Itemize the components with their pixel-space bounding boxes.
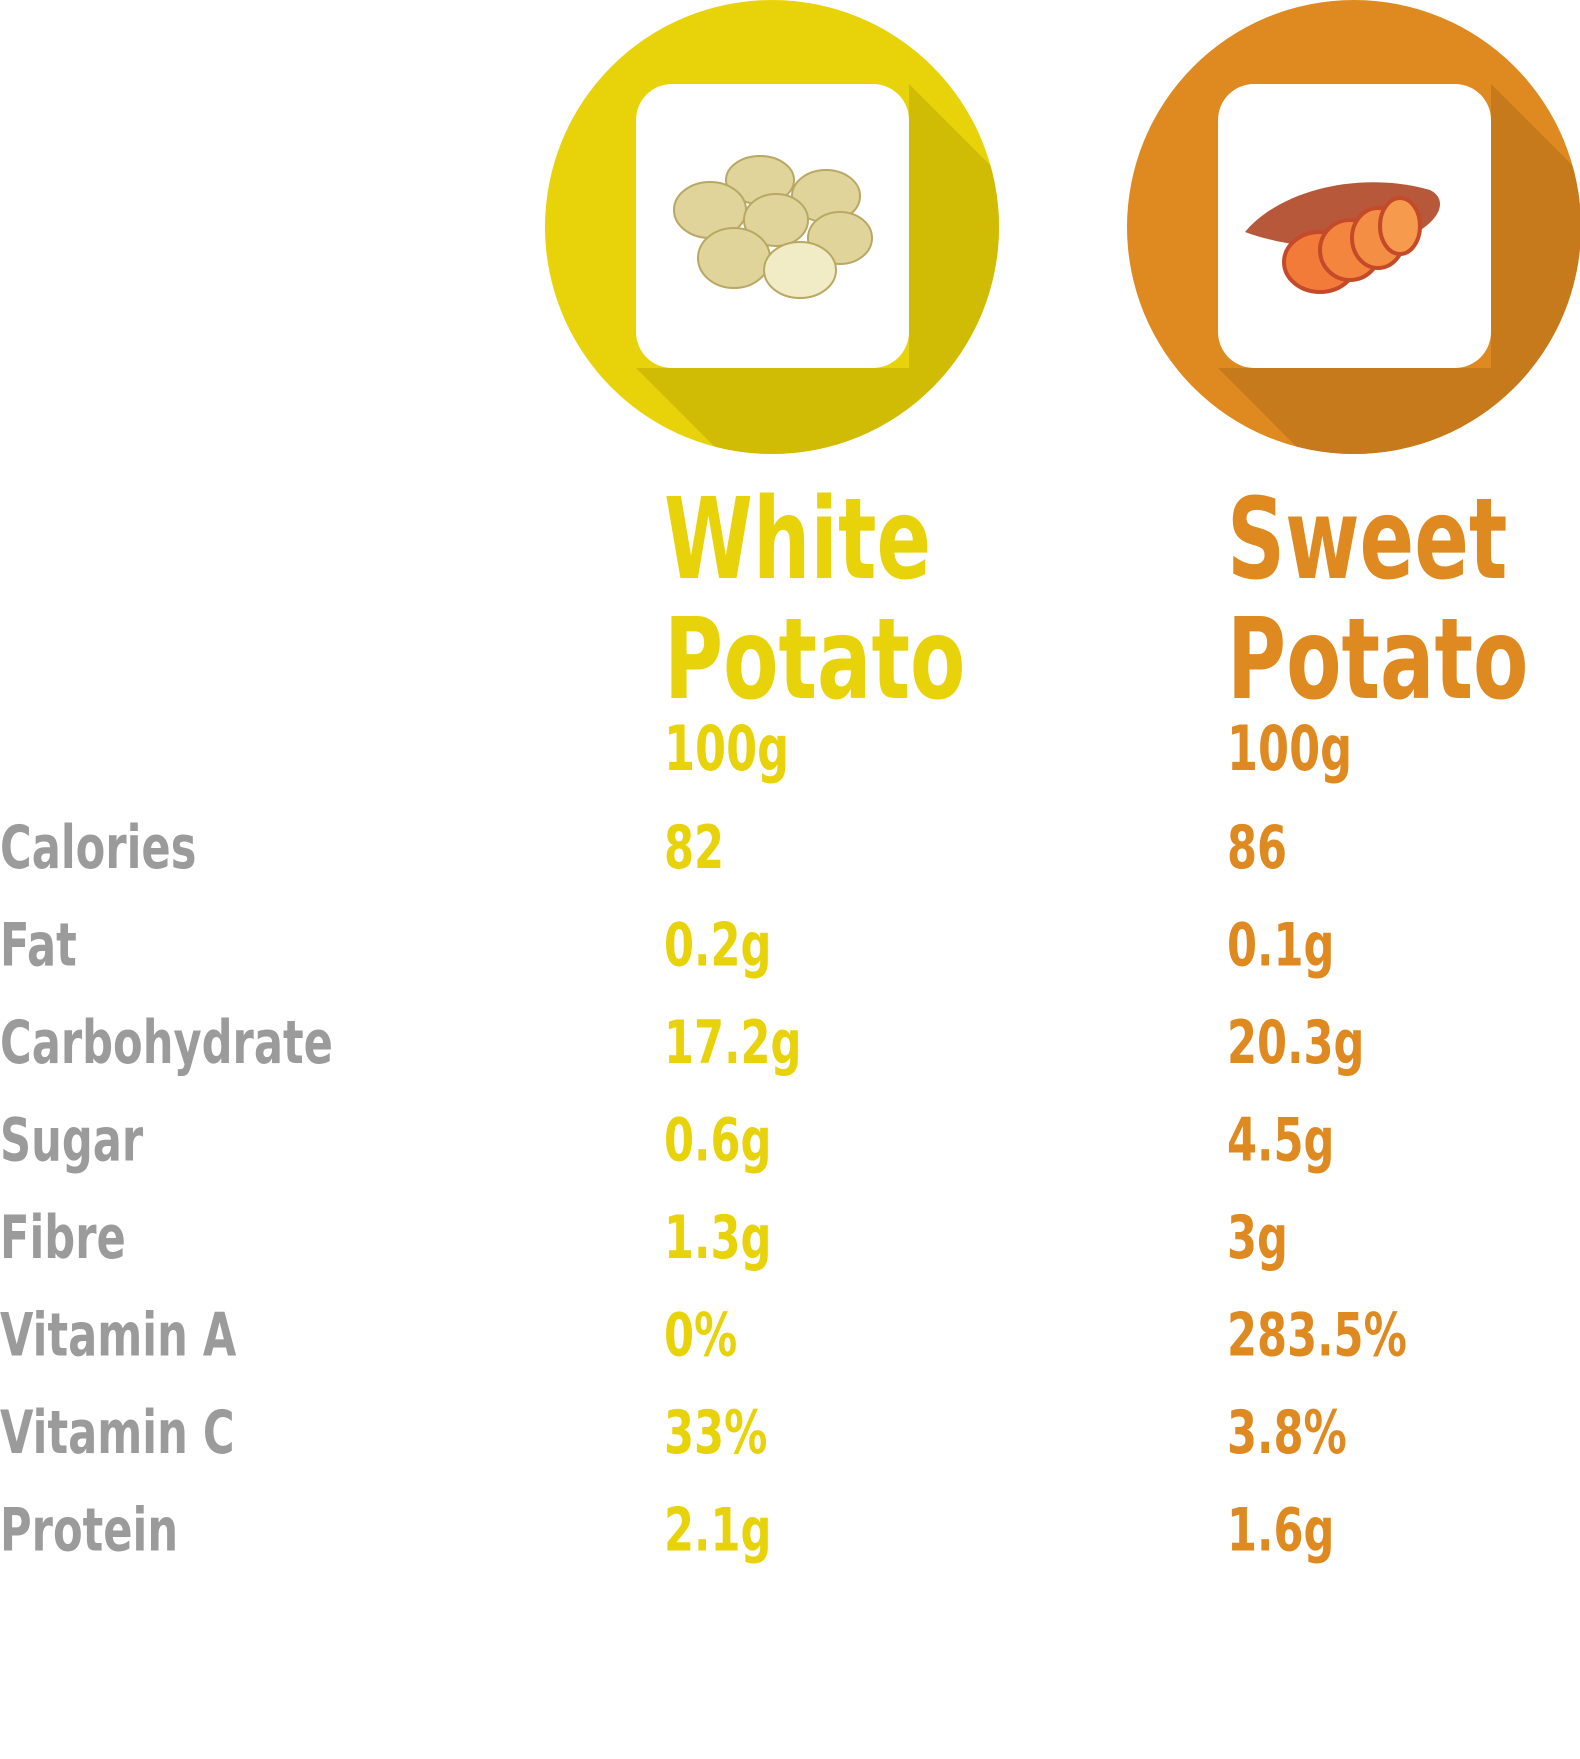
nutrient-value-group: 82 — [664, 813, 724, 883]
nutrient-value: 3.8% — [1227, 1398, 1347, 1468]
nutrient-label: Sugar — [0, 1105, 143, 1175]
nutrient-label-group: Fat — [0, 910, 77, 980]
nutrient-value-group: 4.5g — [1227, 1105, 1334, 1175]
nutrient-value: 4.5g — [1227, 1105, 1334, 1175]
nutrient-value: 283.5% — [1227, 1300, 1407, 1370]
nutrient-label: Fibre — [0, 1203, 126, 1273]
potato-illustration — [673, 155, 873, 299]
column-title-group: Potato — [1227, 595, 1528, 726]
nutrient-label: Vitamin C — [0, 1398, 235, 1468]
nutrient-value: 17.2g — [664, 1008, 801, 1078]
nutrient-label-group: Calories — [0, 813, 196, 883]
nutrient-value: 82 — [664, 813, 724, 883]
nutrient-value: 20.3g — [1227, 1008, 1364, 1078]
nutrient-label-group: Vitamin A — [0, 1300, 237, 1370]
nutrient-value-group: 0% — [664, 1300, 737, 1370]
nutrient-value-group: 283.5% — [1227, 1300, 1407, 1370]
nutrient-label-group: Vitamin C — [0, 1398, 235, 1468]
nutrient-value-group: 0.6g — [664, 1105, 771, 1175]
nutrient-label-group: Sugar — [0, 1105, 143, 1175]
serving-size-group: 100g — [1227, 713, 1352, 785]
nutrient-label-group: Protein — [0, 1495, 178, 1565]
serving-size: 100g — [1227, 713, 1352, 785]
column-title: Potato — [664, 595, 965, 726]
nutrient-value-group: 33% — [664, 1398, 767, 1468]
nutrient-value: 0.6g — [664, 1105, 771, 1175]
column-title: Potato — [1227, 595, 1528, 726]
serving-size-group: 100g — [664, 713, 789, 785]
nutrient-label: Protein — [0, 1495, 178, 1565]
column-title: Sweet — [1227, 475, 1507, 606]
column-title: White — [664, 475, 931, 606]
nutrient-value: 0% — [664, 1300, 737, 1370]
nutrient-value: 0.2g — [664, 910, 771, 980]
nutrient-value-group: 1.6g — [1227, 1495, 1334, 1565]
nutrient-value-group: 86 — [1227, 813, 1287, 883]
nutrient-value: 1.3g — [664, 1203, 771, 1273]
nutrient-value-group: 0.2g — [664, 910, 771, 980]
nutrient-label-group: Fibre — [0, 1203, 126, 1273]
nutrient-value-group: 1.3g — [664, 1203, 771, 1273]
serving-size: 100g — [664, 713, 789, 785]
table: WhitePotato100g820.2g17.2g0.6g1.3g0%33%2… — [0, 475, 1528, 1566]
nutrient-value-group: 0.1g — [1227, 910, 1334, 980]
nutrient-value: 1.6g — [1227, 1495, 1334, 1565]
column-title-group: Potato — [664, 595, 965, 726]
sweet-potato-illustration — [1245, 182, 1440, 294]
nutrient-value: 86 — [1227, 813, 1287, 883]
nutrient-value: 33% — [664, 1398, 767, 1468]
nutrient-value: 3g — [1227, 1203, 1288, 1273]
nutrient-label: Calories — [0, 813, 196, 883]
nutrient-label: Vitamin A — [0, 1300, 237, 1370]
nutrient-value-group: 3g — [1227, 1203, 1288, 1273]
nutrient-value-group: 3.8% — [1227, 1398, 1347, 1468]
nutrient-value: 0.1g — [1227, 910, 1334, 980]
nutrient-label-group: Carbohydrate — [0, 1008, 333, 1078]
nutrient-value-group: 17.2g — [664, 1008, 801, 1078]
nutrient-label: Fat — [0, 910, 77, 980]
nutrient-value-group: 2.1g — [664, 1495, 771, 1565]
column-title-group: Sweet — [1227, 475, 1507, 606]
nutrient-value: 2.1g — [664, 1495, 771, 1565]
nutrient-value-group: 20.3g — [1227, 1008, 1364, 1078]
column-title-group: White — [664, 475, 931, 606]
nutrient-label: Carbohydrate — [0, 1008, 333, 1078]
